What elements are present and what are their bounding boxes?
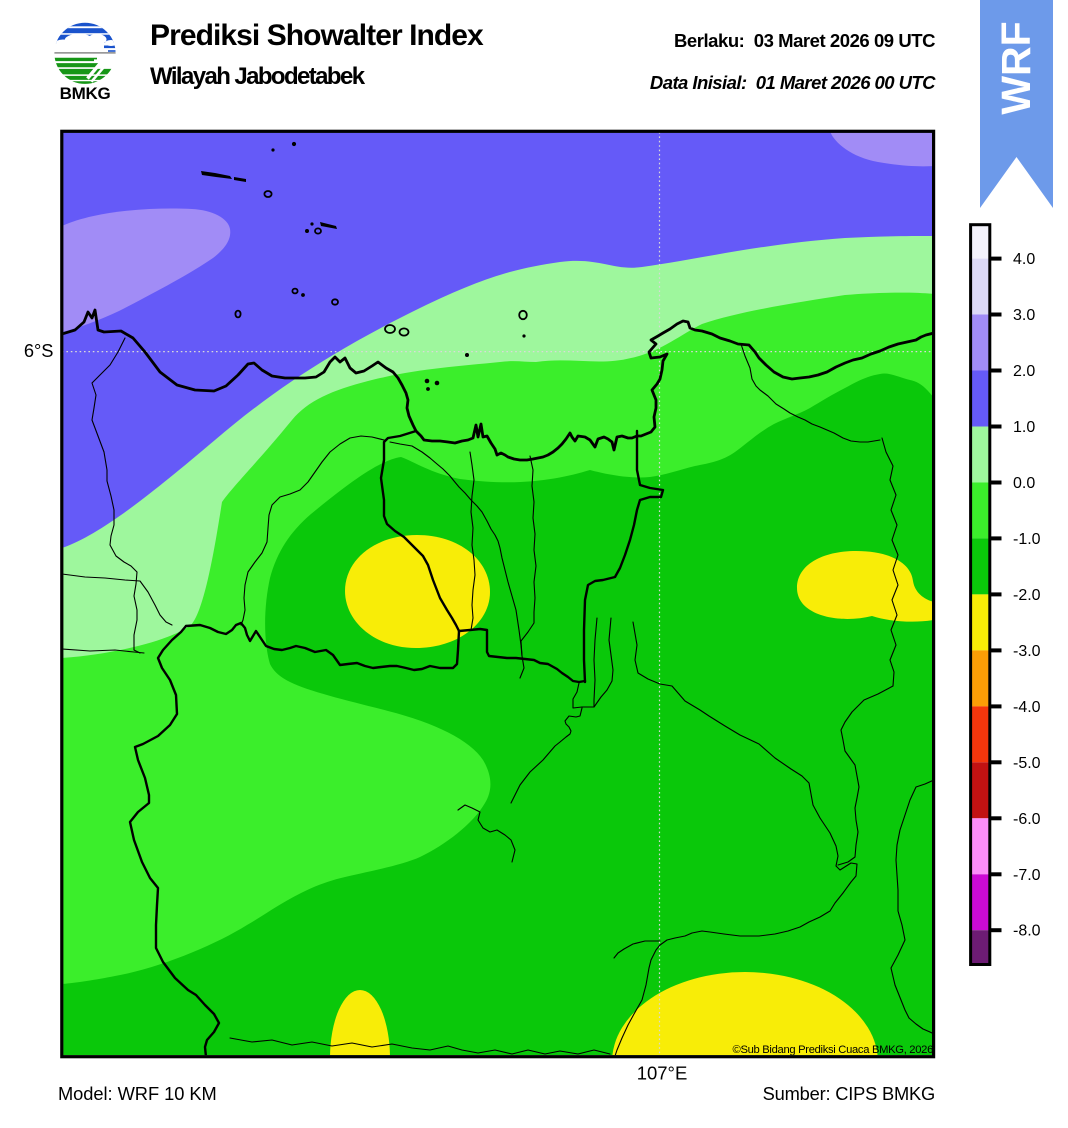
svg-text:4.0: 4.0	[1013, 251, 1035, 268]
svg-text:-6.0: -6.0	[1013, 811, 1041, 828]
svg-text:107°E: 107°E	[637, 1063, 688, 1084]
svg-text:WRF: WRF	[993, 21, 1039, 114]
svg-text:-2.0: -2.0	[1013, 587, 1041, 604]
svg-text:BMKG: BMKG	[60, 84, 111, 102]
svg-text:3.0: 3.0	[1013, 307, 1035, 324]
svg-text:-7.0: -7.0	[1013, 867, 1041, 884]
svg-text:1.0: 1.0	[1013, 419, 1035, 436]
svg-text:0.0: 0.0	[1013, 475, 1035, 492]
svg-text:-5.0: -5.0	[1013, 755, 1041, 772]
svg-text:-4.0: -4.0	[1013, 699, 1041, 716]
svg-text:©Sub Bidang Prediksi Cuaca BMK: ©Sub Bidang Prediksi Cuaca BMKG, 2026	[733, 1044, 934, 1056]
svg-text:2.0: 2.0	[1013, 363, 1035, 380]
svg-text:-1.0: -1.0	[1013, 531, 1041, 548]
svg-text:-8.0: -8.0	[1013, 923, 1041, 940]
svg-text:-3.0: -3.0	[1013, 643, 1041, 660]
svg-text:6°S: 6°S	[24, 340, 54, 361]
